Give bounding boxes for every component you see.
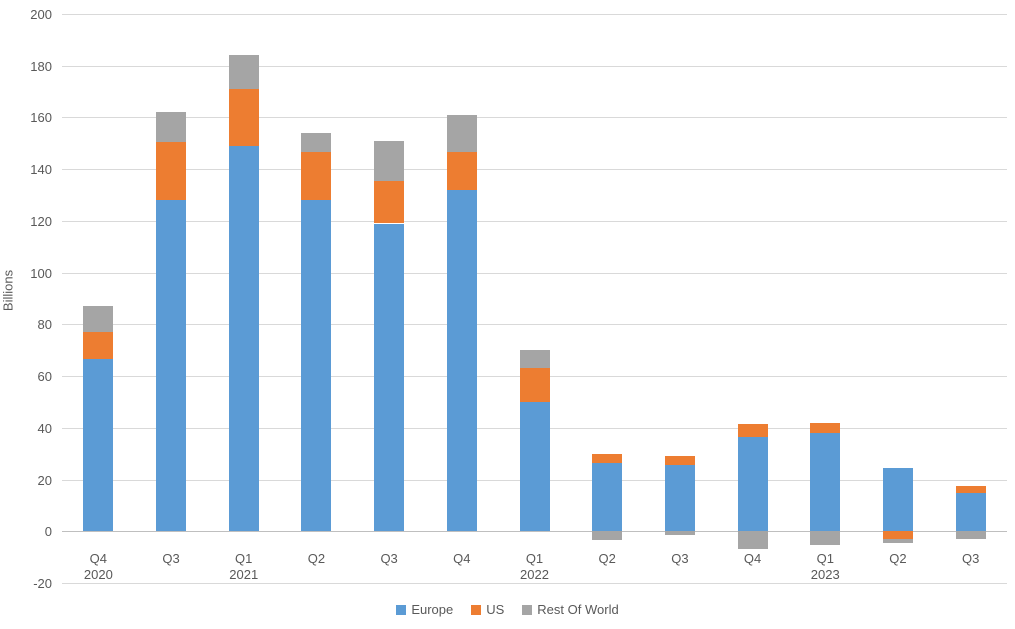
x-tick-label: Q4: [453, 551, 471, 566]
bar-segment-rest-of-world: [229, 55, 259, 89]
y-tick-label: 120: [30, 214, 52, 229]
bar-segment-rest-of-world: [374, 140, 404, 181]
bar-segment-us: [810, 422, 840, 433]
x-tick-label: Q2: [598, 551, 616, 566]
y-tick-label: 200: [30, 7, 52, 22]
y-tick-label: 0: [44, 524, 52, 539]
bar-segment-us: [447, 152, 477, 190]
x-tick-label: Q2: [307, 551, 326, 566]
grid-line: [62, 583, 1007, 584]
bar-segment-us: [83, 332, 113, 360]
bar-segment-us: [956, 486, 986, 493]
legend-item-europe: Europe: [396, 602, 453, 617]
bar-segment-rest-of-world: [83, 306, 113, 333]
bar-segment-europe: [520, 402, 550, 532]
bar-segment-rest-of-world: [738, 531, 768, 550]
legend-label: Europe: [411, 602, 454, 617]
x-tick-label: Q1 2023: [810, 551, 840, 582]
bar-segment-us: [374, 180, 404, 224]
bar-segment-us: [301, 152, 331, 201]
bar-segment-us: [883, 531, 913, 540]
grid-line: [62, 324, 1007, 325]
y-tick-label: 40: [37, 421, 52, 436]
bar-segment-us: [156, 142, 186, 201]
y-tick-label: 20: [37, 473, 52, 488]
bar-segment-europe: [592, 462, 622, 532]
bar-segment-rest-of-world: [447, 114, 477, 153]
grid-line: [62, 221, 1007, 222]
grid-line: [62, 117, 1007, 118]
bar-segment-europe: [447, 189, 477, 532]
bar-segment-rest-of-world: [883, 539, 913, 543]
x-tick-label: Q3: [380, 551, 398, 566]
bar-segment-europe: [738, 436, 768, 532]
x-tick-label: Q3: [162, 551, 180, 566]
grid-line: [62, 66, 1007, 67]
bar-segment-europe: [810, 433, 840, 532]
bar-segment-us: [738, 423, 768, 437]
bar-segment-europe: [956, 492, 986, 532]
zero-axis-line: [62, 531, 1007, 532]
y-tick-label: 180: [30, 59, 52, 74]
bar-segment-europe: [665, 465, 695, 532]
legend-swatch-icon: [396, 604, 407, 615]
grid-line: [62, 14, 1007, 15]
x-tick-label: Q4: [743, 551, 762, 566]
bar-segment-rest-of-world: [592, 531, 622, 541]
bar-segment-us: [665, 456, 695, 466]
grid-line: [62, 169, 1007, 170]
bar-segment-rest-of-world: [520, 350, 550, 369]
y-tick-label: 140: [30, 162, 52, 177]
bar-segment-rest-of-world: [156, 112, 186, 142]
x-tick-label: Q2: [889, 551, 907, 566]
y-tick-label: 160: [30, 110, 52, 125]
y-tick-label: 80: [37, 317, 52, 332]
legend-item-rest-of-world: Rest Of World: [522, 602, 619, 617]
legend-label: Rest Of World: [537, 602, 619, 617]
bar-segment-rest-of-world: [665, 531, 695, 536]
bar-segment-europe: [374, 223, 404, 532]
bar-segment-europe: [156, 200, 186, 532]
bar-segment-us: [520, 368, 550, 402]
grid-line: [62, 273, 1007, 274]
bar-segment-rest-of-world: [810, 531, 840, 546]
bar-segment-us: [229, 89, 259, 146]
x-tick-label: Q4 2020: [83, 551, 113, 582]
x-tick-label: Q3: [961, 551, 980, 566]
y-axis-title: Billions: [0, 269, 16, 312]
legend: Europe US Rest Of World: [0, 602, 1015, 617]
legend-swatch-icon: [522, 604, 533, 615]
y-tick-label: 100: [30, 266, 52, 281]
legend-swatch-icon: [471, 604, 482, 615]
x-tick-label: Q3: [671, 551, 689, 566]
bar-segment-europe: [83, 359, 113, 532]
bar-segment-rest-of-world: [956, 531, 986, 540]
x-tick-label: Q1 2022: [520, 551, 549, 582]
bar-segment-europe: [883, 467, 913, 532]
bar-segment-rest-of-world: [301, 133, 331, 153]
y-tick-label: 60: [37, 369, 52, 384]
legend-item-us: US: [471, 602, 504, 617]
x-tick-label: Q1 2021: [229, 551, 259, 582]
y-tick-label: -20: [33, 576, 52, 591]
bar-segment-us: [592, 453, 622, 463]
bar-segment-europe: [301, 200, 331, 532]
legend-label: US: [486, 602, 505, 617]
bar-segment-europe: [229, 145, 259, 532]
